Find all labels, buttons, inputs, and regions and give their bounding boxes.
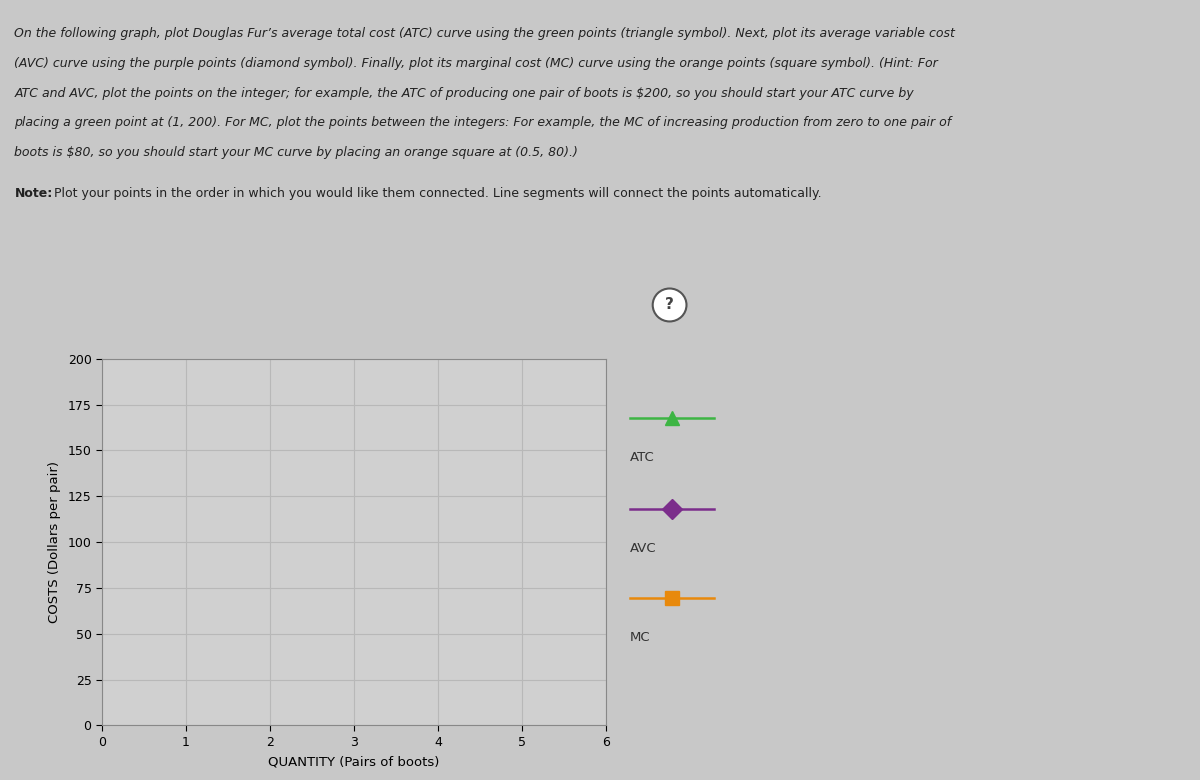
Y-axis label: COSTS (Dollars per pair): COSTS (Dollars per pair): [48, 461, 61, 623]
Text: MC: MC: [630, 631, 650, 644]
Text: ?: ?: [665, 297, 674, 313]
Text: (AVC) curve using the purple points (diamond symbol). Finally, plot its marginal: (AVC) curve using the purple points (dia…: [14, 57, 938, 70]
Text: ATC and AVC, plot the points on the integer; for example, the ATC of producing o: ATC and AVC, plot the points on the inte…: [14, 87, 914, 100]
Text: On the following graph, plot Douglas Fur’s average total cost (ATC) curve using : On the following graph, plot Douglas Fur…: [14, 27, 955, 41]
Text: placing a green point at (1, 200). For MC, plot the points between the integers:: placing a green point at (1, 200). For M…: [14, 116, 952, 129]
Circle shape: [653, 289, 686, 321]
Text: Note:: Note:: [14, 187, 53, 200]
Text: Plot your points in the order in which you would like them connected. Line segme: Plot your points in the order in which y…: [50, 187, 822, 200]
Text: boots is $80, so you should start your MC curve by placing an orange square at (: boots is $80, so you should start your M…: [14, 146, 578, 159]
Text: AVC: AVC: [630, 542, 656, 555]
Text: ATC: ATC: [630, 451, 655, 463]
X-axis label: QUANTITY (Pairs of boots): QUANTITY (Pairs of boots): [269, 756, 439, 769]
